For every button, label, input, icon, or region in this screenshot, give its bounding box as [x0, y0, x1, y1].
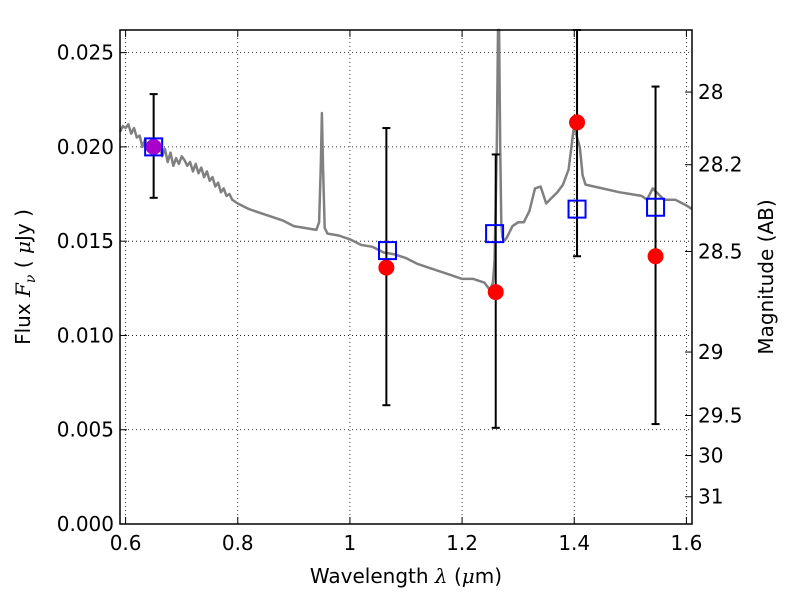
observed-point — [145, 138, 162, 155]
y2-tick-label: 29.5 — [698, 404, 743, 428]
y-tick-label: 0.015 — [57, 229, 114, 253]
y-tick-label: 0.005 — [57, 418, 114, 442]
y2-tick-label: 29 — [698, 340, 723, 364]
x-tick-label: 1 — [344, 531, 357, 555]
model-photometry-point — [144, 137, 164, 157]
model-spectrum — [118, 28, 693, 292]
y-tick-label: 0.000 — [57, 512, 114, 536]
x-axis-label: Wavelength λ (μm) — [310, 564, 502, 588]
grid — [120, 30, 692, 524]
model-photometry-point — [646, 197, 666, 217]
observed-point — [487, 284, 504, 301]
x-tick-label: 0.6 — [110, 531, 142, 555]
observed-point — [378, 259, 395, 276]
y-tick-label: 0.025 — [57, 41, 114, 65]
y-tick-label: 0.020 — [57, 135, 114, 159]
y2-tick-label: 28.5 — [698, 239, 743, 263]
y2-tick-label: 30 — [698, 444, 723, 468]
observed-point — [647, 248, 664, 265]
observed-point — [569, 114, 586, 131]
model-photometry-point — [485, 224, 505, 244]
y-axis-label: Flux Fν ( μJy ) — [11, 209, 39, 345]
ticks: 0.6 0.8 1 1.2 1.4 1.6 0.000 0.005 0.010 0.015 0.02… — [57, 30, 743, 555]
y2-tick-label: 31 — [698, 485, 723, 509]
x-tick-label: 1.4 — [558, 531, 590, 555]
model-photometry-point — [567, 199, 587, 219]
x-tick-label: 0.8 — [222, 531, 254, 555]
data-points — [144, 114, 666, 301]
model-photometry-point — [377, 241, 397, 261]
x-tick-label: 1.2 — [446, 531, 478, 555]
x-tick-label: 1.6 — [670, 531, 702, 555]
error-bars — [149, 29, 660, 429]
plot-frame — [119, 29, 693, 525]
y2-axis-label: Magnitude (AB) — [754, 199, 778, 354]
y2-tick-label: 28 — [698, 80, 723, 104]
spectrum-line — [118, 28, 693, 292]
y2-tick-label: 28.2 — [698, 153, 743, 177]
y-tick-label: 0.010 — [57, 323, 114, 347]
